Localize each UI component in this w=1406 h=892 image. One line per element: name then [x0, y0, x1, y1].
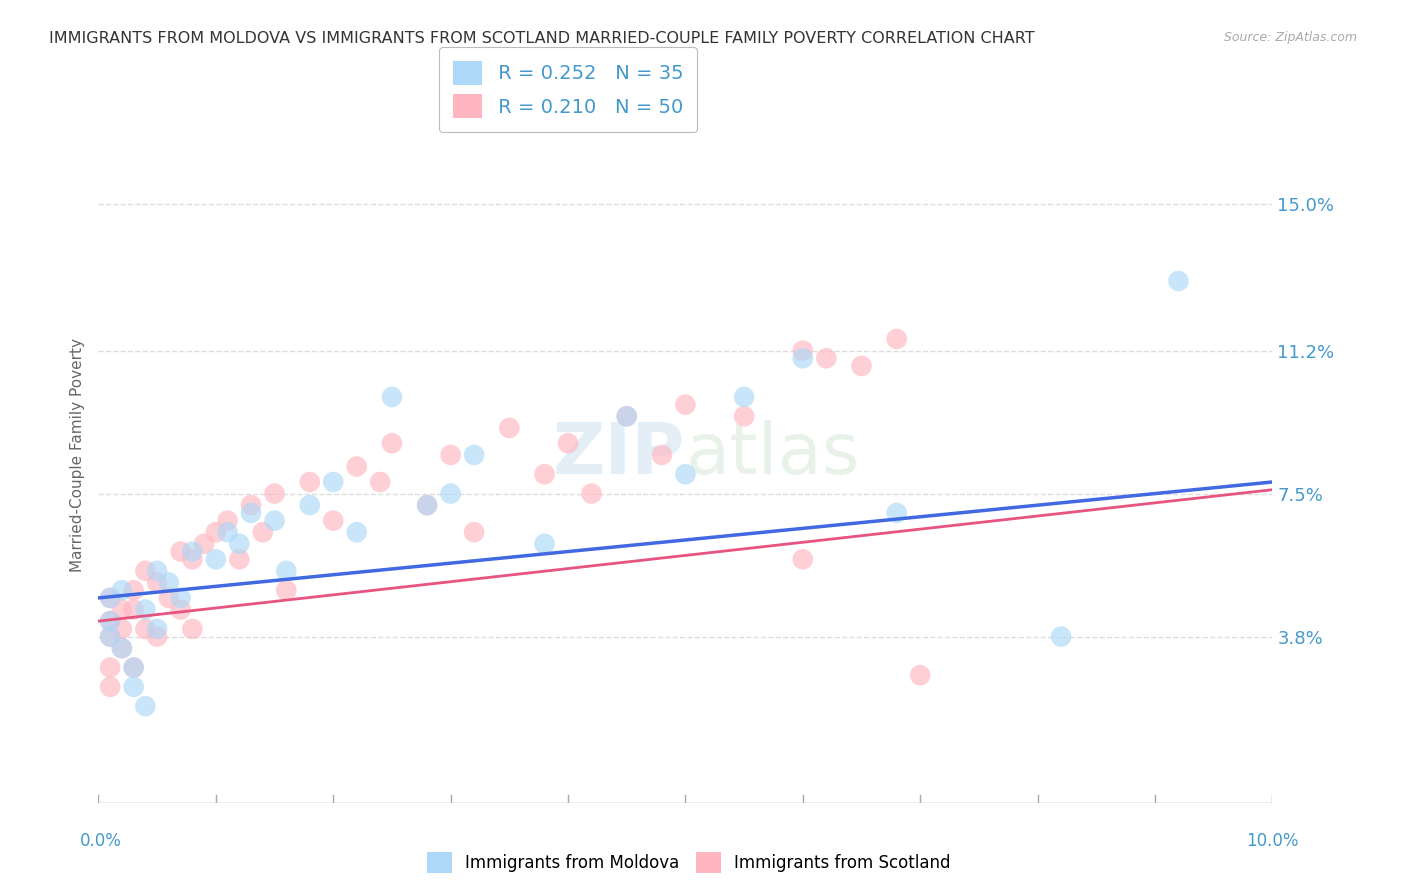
Point: [98, 660, 121, 674]
Point: [98, 591, 121, 605]
Point: [98, 630, 121, 644]
Point: [581, 486, 603, 500]
Point: [381, 436, 404, 450]
Point: [169, 591, 191, 605]
Point: [792, 552, 814, 566]
Point: [111, 622, 134, 636]
Point: [322, 475, 344, 489]
Point: [322, 514, 344, 528]
Point: [98, 614, 121, 628]
Point: [205, 552, 228, 566]
Text: Source: ZipAtlas.com: Source: ZipAtlas.com: [1223, 31, 1357, 45]
Point: [416, 498, 439, 512]
Point: [134, 602, 156, 616]
Point: [228, 552, 250, 566]
Point: [217, 514, 239, 528]
Point: [111, 641, 134, 656]
Point: [1050, 630, 1073, 644]
Point: [181, 552, 204, 566]
Y-axis label: Married-Couple Family Poverty: Married-Couple Family Poverty: [69, 338, 84, 572]
Point: [498, 421, 520, 435]
Point: [910, 668, 932, 682]
Point: [616, 409, 638, 424]
Point: [886, 332, 908, 346]
Point: [111, 641, 134, 656]
Point: [98, 614, 121, 628]
Point: [463, 525, 485, 540]
Point: [675, 398, 697, 412]
Text: 10.0%: 10.0%: [1246, 831, 1299, 849]
Legend:  R = 0.252   N = 35,  R = 0.210   N = 50: R = 0.252 N = 35, R = 0.210 N = 50: [439, 47, 697, 132]
Point: [205, 525, 228, 540]
Point: [252, 525, 274, 540]
Point: [122, 680, 145, 694]
Point: [815, 351, 838, 366]
Point: [122, 660, 145, 674]
Point: [181, 544, 204, 558]
Point: [792, 351, 814, 366]
Point: [651, 448, 673, 462]
Point: [98, 630, 121, 644]
Point: [228, 537, 250, 551]
Point: [346, 459, 368, 474]
Point: [193, 537, 215, 551]
Text: 0.0%: 0.0%: [80, 831, 122, 849]
Text: ZIP: ZIP: [553, 420, 686, 490]
Point: [240, 498, 263, 512]
Text: IMMIGRANTS FROM MOLDOVA VS IMMIGRANTS FROM SCOTLAND MARRIED-COUPLE FAMILY POVERT: IMMIGRANTS FROM MOLDOVA VS IMMIGRANTS FR…: [49, 31, 1035, 46]
Point: [134, 564, 156, 578]
Point: [792, 343, 814, 358]
Point: [157, 591, 180, 605]
Text: atlas: atlas: [686, 420, 860, 490]
Point: [733, 409, 755, 424]
Point: [886, 506, 908, 520]
Point: [557, 436, 579, 450]
Point: [157, 575, 180, 590]
Point: [533, 537, 555, 551]
Point: [1167, 274, 1189, 288]
Point: [675, 467, 697, 482]
Point: [217, 525, 239, 540]
Point: [276, 583, 298, 598]
Point: [98, 680, 121, 694]
Point: [122, 583, 145, 598]
Point: [851, 359, 873, 373]
Point: [122, 660, 145, 674]
Point: [134, 622, 156, 636]
Point: [146, 564, 169, 578]
Point: [463, 448, 485, 462]
Legend: Immigrants from Moldova, Immigrants from Scotland: Immigrants from Moldova, Immigrants from…: [420, 846, 957, 880]
Point: [616, 409, 638, 424]
Point: [533, 467, 555, 482]
Point: [122, 602, 145, 616]
Point: [146, 575, 169, 590]
Point: [111, 583, 134, 598]
Point: [439, 448, 461, 462]
Point: [298, 498, 321, 512]
Point: [169, 544, 191, 558]
Point: [381, 390, 404, 404]
Point: [169, 602, 191, 616]
Point: [439, 486, 461, 500]
Point: [146, 630, 169, 644]
Point: [111, 602, 134, 616]
Point: [263, 486, 285, 500]
Point: [263, 514, 285, 528]
Point: [368, 475, 391, 489]
Point: [276, 564, 298, 578]
Point: [98, 591, 121, 605]
Point: [416, 498, 439, 512]
Point: [181, 622, 204, 636]
Point: [146, 622, 169, 636]
Point: [134, 699, 156, 714]
Point: [240, 506, 263, 520]
Point: [346, 525, 368, 540]
Point: [733, 390, 755, 404]
Point: [298, 475, 321, 489]
